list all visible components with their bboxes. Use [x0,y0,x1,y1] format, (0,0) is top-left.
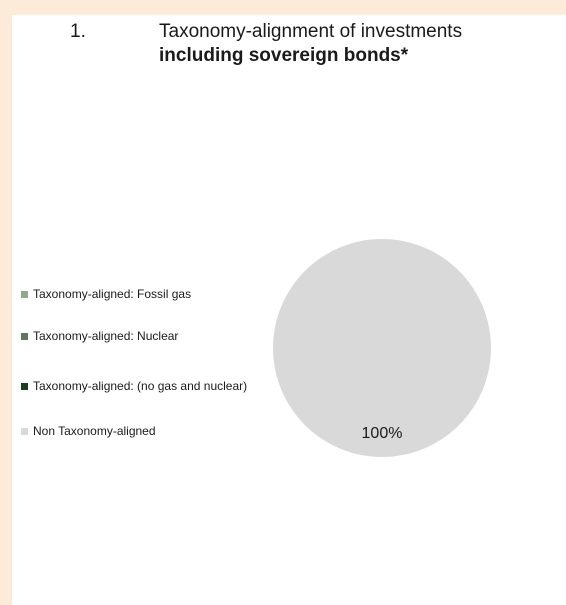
legend-label-no-gas-nuclear: Taxonomy-aligned: (no gas and nuclear) [33,379,248,393]
legend-label-non-aligned: Non Taxonomy-aligned [33,424,156,438]
pie-data-label-non-taxonomy-aligned: 100% [362,425,403,442]
legend-swatch-no-gas-nuclear [21,383,28,390]
chart-subtitle: including sovereign bonds* [159,45,409,66]
legend-item-no-gas-nuclear: Taxonomy-aligned: (no gas and nuclear) [21,379,251,394]
legend-swatch-fossil-gas [21,291,28,298]
chart-title: Taxonomy-alignment of investments [159,21,463,42]
legend-item-nuclear: Taxonomy-aligned: Nuclear [21,329,251,344]
legend-swatch-nuclear [21,333,28,340]
legend-label-nuclear: Taxonomy-aligned: Nuclear [33,329,179,343]
legend-label-fossil-gas: Taxonomy-aligned: Fossil gas [33,287,192,301]
legend-swatch-non-aligned [21,428,28,435]
legend-item-non-aligned: Non Taxonomy-aligned [21,424,251,439]
chart-title-number: 1. [70,21,86,42]
legend-item-fossil-gas: Taxonomy-aligned: Fossil gas [21,287,251,302]
pie-slice-non-taxonomy-aligned [273,239,491,457]
